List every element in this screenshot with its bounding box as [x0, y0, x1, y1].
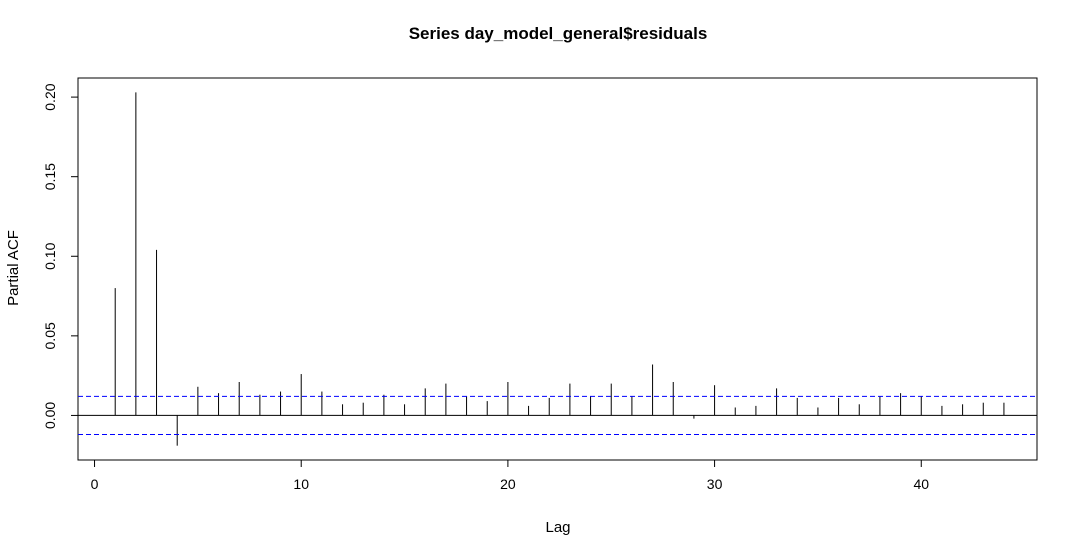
x-axis-label: Lag: [545, 519, 570, 536]
x-tick-label: 0: [91, 476, 99, 492]
x-tick-label: 40: [913, 476, 929, 492]
axes: 0 10 20 30 40 0.00 0.05 0.10 0.15 0.20: [42, 77, 1038, 492]
x-tick-label: 20: [500, 476, 516, 492]
y-axis-label: Partial ACF: [5, 230, 22, 306]
chart-title: Series day_model_general$residuals: [409, 24, 708, 43]
x-tick-label: 10: [293, 476, 309, 492]
y-tick-label: 0.00: [42, 402, 58, 429]
y-tick-label: 0.15: [42, 163, 58, 190]
y-tick-label: 0.20: [42, 83, 58, 110]
pacf-bars: [114, 92, 1005, 446]
y-tick-label: 0.05: [42, 322, 58, 349]
plot-frame: [77, 77, 1038, 461]
y-tick-label: 0.10: [42, 242, 58, 269]
x-tick-label: 30: [707, 476, 723, 492]
